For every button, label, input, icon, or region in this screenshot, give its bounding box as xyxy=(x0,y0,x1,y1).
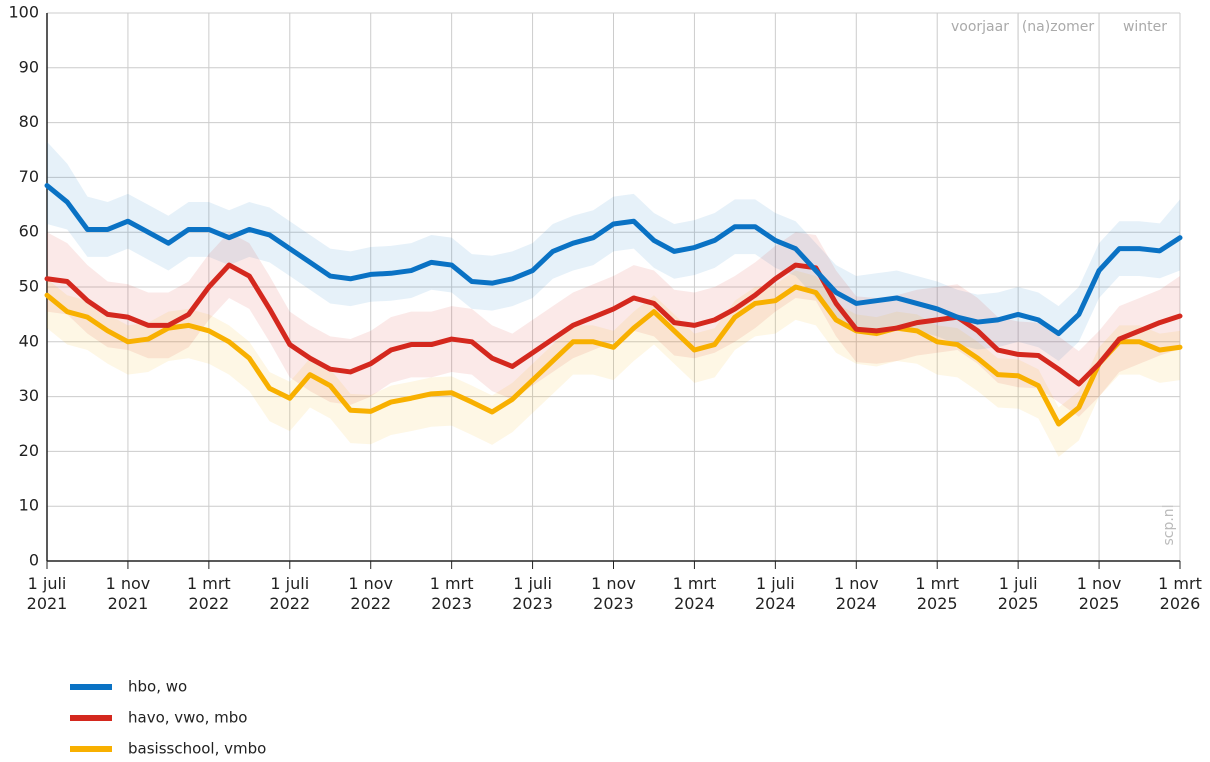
x-tick-label: 1 juli 2025 xyxy=(997,574,1039,613)
line xyxy=(44,284,1183,427)
x-tick-label: 1 juli 2024 xyxy=(754,574,796,613)
y-tick-label: 60 xyxy=(19,222,39,241)
x-tick-label: 1 nov 2024 xyxy=(833,574,879,613)
y-tick-label: 0 xyxy=(29,551,39,570)
y-tick-label: 30 xyxy=(19,386,39,405)
y-tick-label: 10 xyxy=(19,496,39,515)
confidence-band xyxy=(47,141,1180,361)
line xyxy=(44,183,1183,337)
x-tick-label: 1 mrt 2024 xyxy=(672,574,717,613)
x-tick-label: 1 juli 2022 xyxy=(269,574,311,613)
x-tick-label: 1 juli 2021 xyxy=(26,574,68,613)
x-tick-label: 1 nov 2025 xyxy=(1076,574,1122,613)
x-tick-label: 1 juli 2023 xyxy=(512,574,553,613)
x-tick-label: 1 nov 2022 xyxy=(348,574,394,613)
x-tick-label: 1 mrt 2026 xyxy=(1158,574,1202,613)
y-tick-label: 70 xyxy=(19,167,39,186)
y-tick-label: 90 xyxy=(19,57,39,76)
x-tick-label: 1 mrt 2023 xyxy=(429,574,474,613)
annotation: (na)zomer xyxy=(1022,19,1095,35)
annotation: winter xyxy=(1123,19,1167,35)
y-tick-label: 20 xyxy=(19,441,39,460)
legend-label: havo, vwo, mbo xyxy=(128,709,247,727)
annotation: voorjaar xyxy=(951,19,1009,35)
legend-label: hbo, wo xyxy=(128,678,187,696)
y-tick-label: 80 xyxy=(19,112,39,131)
x-tick-label: 1 nov 2021 xyxy=(105,574,151,613)
source: scp.nl xyxy=(1161,504,1177,545)
line xyxy=(44,262,1183,387)
y-tick-label: 100 xyxy=(8,3,39,22)
x-tick-label: 1 mrt 2025 xyxy=(915,574,960,613)
y-tick-label: 50 xyxy=(19,277,39,296)
confidence-band xyxy=(47,270,1180,457)
x-tick-label: 1 mrt 2022 xyxy=(186,574,231,613)
x-tick-label: 1 nov 2023 xyxy=(591,574,636,613)
legend-label: basisschool, vmbo xyxy=(128,740,266,758)
y-tick-label: 40 xyxy=(19,331,39,350)
